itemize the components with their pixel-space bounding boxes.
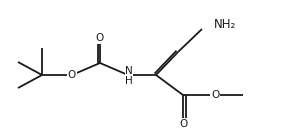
Text: NH₂: NH₂ — [214, 18, 236, 31]
Text: O: O — [68, 70, 76, 80]
Text: N: N — [125, 66, 133, 76]
Text: O: O — [179, 119, 187, 129]
Text: O: O — [211, 90, 219, 100]
Text: H: H — [125, 76, 133, 86]
Text: O: O — [96, 33, 104, 43]
